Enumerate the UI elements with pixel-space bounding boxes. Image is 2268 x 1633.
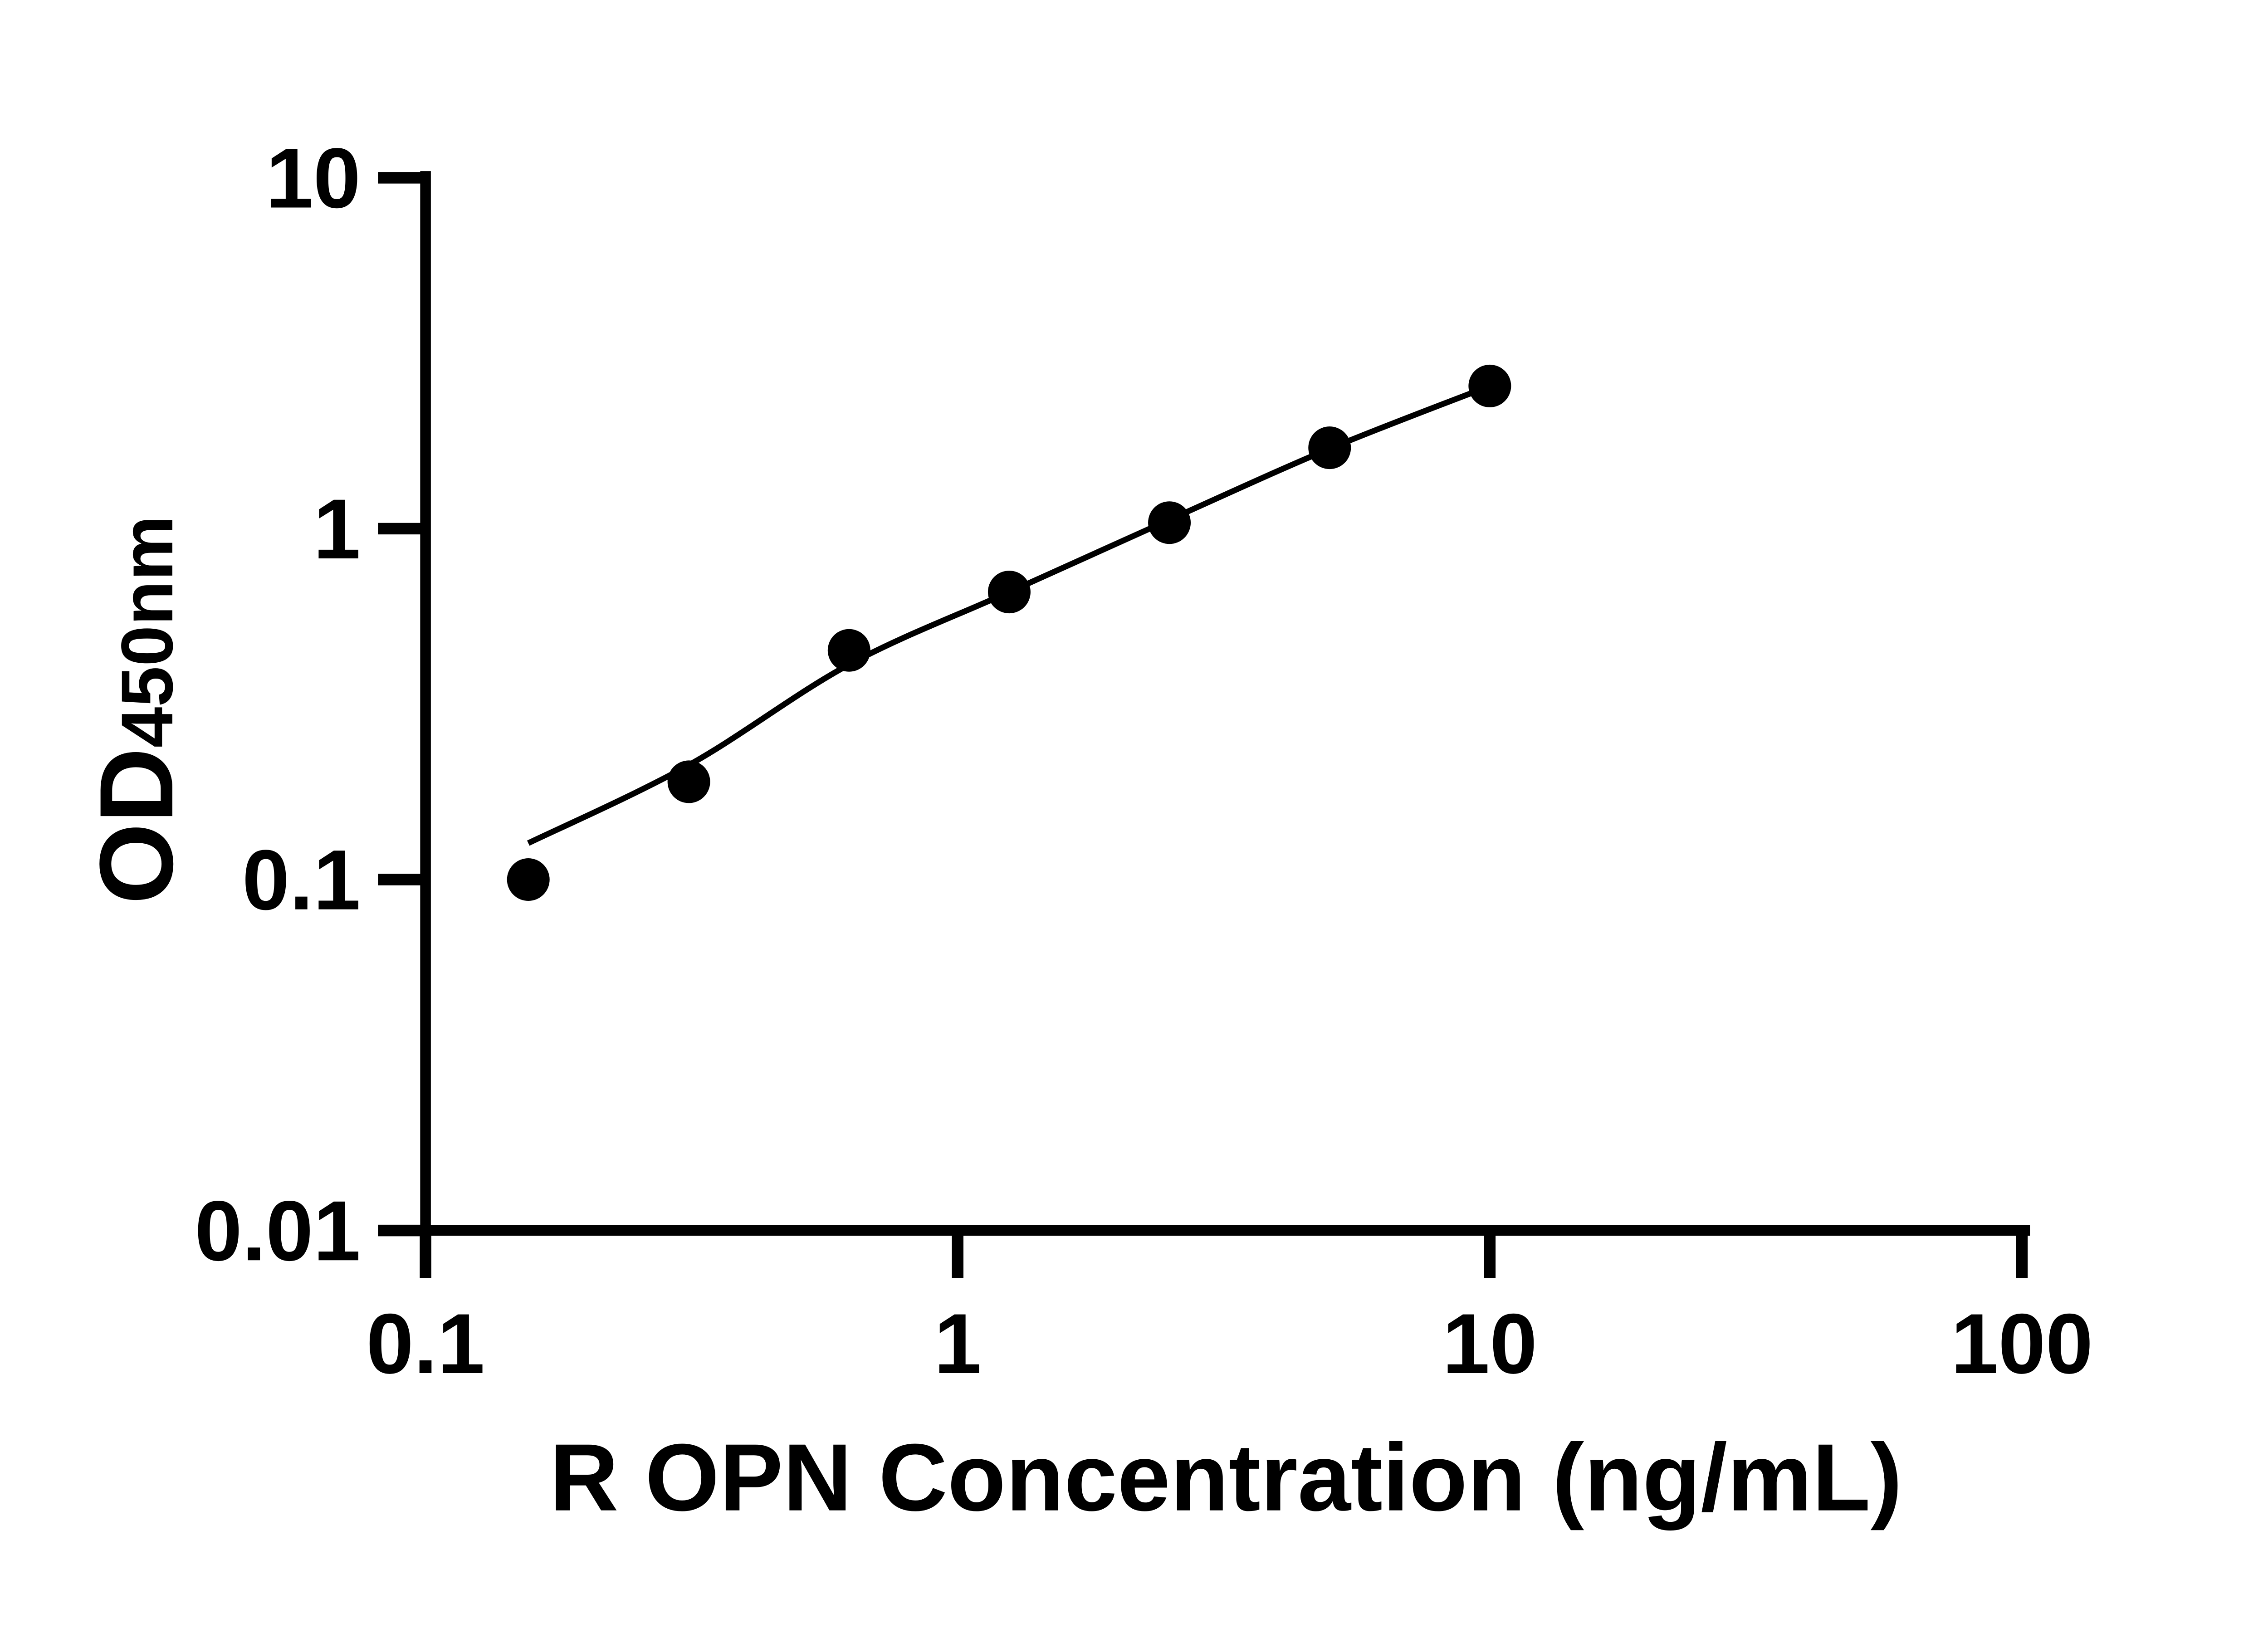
x-tick-label-0.1: 0.1 <box>366 1296 484 1391</box>
y-tick-label-1: 1 <box>313 481 361 577</box>
data-point-x0.3125 <box>667 760 710 803</box>
axes <box>420 171 2030 1236</box>
x-tick-label-10: 10 <box>1442 1296 1537 1391</box>
data-point-x0.625 <box>827 629 870 672</box>
data-point-x2.5 <box>1148 501 1191 544</box>
y-axis-title: OD450nm <box>78 515 195 904</box>
axis-ticks <box>378 172 2028 1278</box>
data-point-x10 <box>1468 364 1511 407</box>
data-point-x0.156 <box>507 858 550 901</box>
y-tick-label-0.01: 0.01 <box>195 1183 361 1278</box>
x-tick-label-100: 100 <box>1951 1296 2093 1391</box>
data-point-x1.25 <box>987 571 1031 614</box>
data-point-x5 <box>1308 426 1351 469</box>
plot-area <box>507 364 1511 901</box>
y-tick-label-0.1: 0.1 <box>242 832 361 928</box>
y-axis-title-sub: 450nm <box>107 515 188 748</box>
y-axis-title-main: OD <box>78 748 195 904</box>
x-tick-label-1: 1 <box>934 1296 982 1391</box>
y-tick-label-10: 10 <box>266 130 361 225</box>
x-axis-title: R OPN Concentration (ng/mL) <box>550 1424 1902 1531</box>
